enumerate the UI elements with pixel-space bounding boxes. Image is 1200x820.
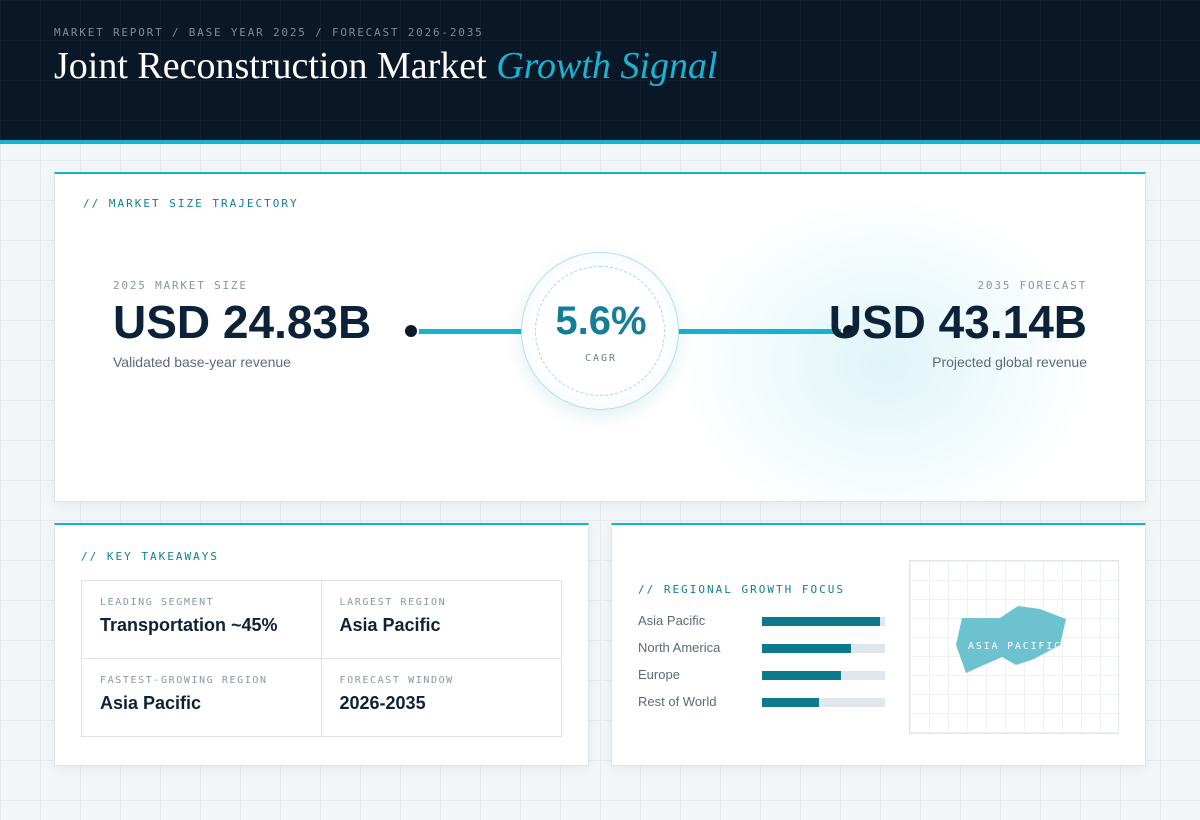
end-dot xyxy=(841,323,857,339)
forecast-value: USD 43.14B xyxy=(828,296,1087,348)
takeaway-leading-segment: LEADING SEGMENT Transportation ~45% xyxy=(82,581,322,659)
region-bar-fill xyxy=(762,698,819,707)
region-map: ASIA PACIFIC xyxy=(909,560,1119,734)
region-bar-row: Europe xyxy=(638,667,888,683)
region-bar-fill xyxy=(762,617,881,626)
takeaway-largest-region: LARGEST REGION Asia Pacific xyxy=(321,581,561,659)
takeaway-label: LEADING SEGMENT xyxy=(100,597,215,608)
key-takeaways-card: // KEY TAKEAWAYS LEADING SEGMENT Transpo… xyxy=(54,523,589,766)
market-trajectory-card: // MARKET SIZE TRAJECTORY 2025 MARKET SI… xyxy=(54,172,1146,502)
region-name: Rest of World xyxy=(638,694,717,709)
forecast-label: 2035 FORECAST xyxy=(977,279,1087,292)
region-bar-track xyxy=(762,617,885,626)
base-year-desc: Validated base-year revenue xyxy=(113,354,291,370)
region-bar-row: Asia Pacific xyxy=(638,613,888,629)
takeaways-section-label: // KEY TAKEAWAYS xyxy=(81,550,219,563)
takeaway-fastest-region: FASTEST-GROWING REGION Asia Pacific xyxy=(82,658,322,736)
regional-section-label: // REGIONAL GROWTH FOCUS xyxy=(638,583,845,596)
region-bar-track xyxy=(762,644,885,653)
region-name: North America xyxy=(638,640,721,655)
takeaway-label: LARGEST REGION xyxy=(339,597,447,608)
region-bar-row: Rest of World xyxy=(638,694,888,710)
takeaway-value: 2026-2035 xyxy=(339,692,426,713)
trajectory-section-label: // MARKET SIZE TRAJECTORY xyxy=(83,197,299,210)
takeaway-label: FORECAST WINDOW xyxy=(339,674,454,686)
takeaways-grid: LEADING SEGMENT Transportation ~45% LARG… xyxy=(81,580,562,737)
report-header: MARKET REPORT / BASE YEAR 2025 / FORECAS… xyxy=(0,0,1200,144)
report-eyebrow: MARKET REPORT / BASE YEAR 2025 / FORECAS… xyxy=(54,26,484,39)
cagr-label: CAGR xyxy=(584,353,618,364)
takeaway-value: Asia Pacific xyxy=(100,692,202,713)
map-region-label: ASIA PACIFIC xyxy=(968,641,1062,652)
title-accent: Growth Signal xyxy=(496,45,718,87)
base-year-value: USD 24.83B xyxy=(113,296,372,348)
region-bar-track xyxy=(762,671,885,680)
region-name: Asia Pacific xyxy=(638,613,706,628)
region-name: Europe xyxy=(638,667,680,682)
cagr-inner-ring: 5.6% CAGR xyxy=(535,266,665,396)
asia-pacific-shape xyxy=(956,606,1066,673)
regional-growth-card: // REGIONAL GROWTH FOCUS Asia Pacific No… xyxy=(611,523,1146,766)
cagr-badge: 5.6% CAGR xyxy=(521,252,679,410)
region-bar-row: North America xyxy=(638,640,888,656)
start-dot xyxy=(403,323,419,339)
page-title: Joint Reconstruction Market Growth Signa… xyxy=(54,44,718,88)
forecast-desc: Projected global revenue xyxy=(932,354,1087,370)
region-bar-fill xyxy=(762,644,851,653)
cagr-value: 5.6% xyxy=(555,299,647,343)
takeaway-value: Transportation ~45% xyxy=(100,615,278,635)
region-bar-fill xyxy=(762,671,841,680)
takeaway-forecast-window: FORECAST WINDOW 2026-2035 xyxy=(322,659,562,737)
region-bar-track xyxy=(762,698,885,707)
takeaway-value: Asia Pacific xyxy=(339,615,441,635)
takeaway-label: FASTEST-GROWING REGION xyxy=(100,674,268,686)
title-main: Joint Reconstruction Market xyxy=(54,45,487,87)
base-year-label: 2025 MARKET SIZE xyxy=(113,279,248,292)
forecast-glow xyxy=(675,194,1095,501)
